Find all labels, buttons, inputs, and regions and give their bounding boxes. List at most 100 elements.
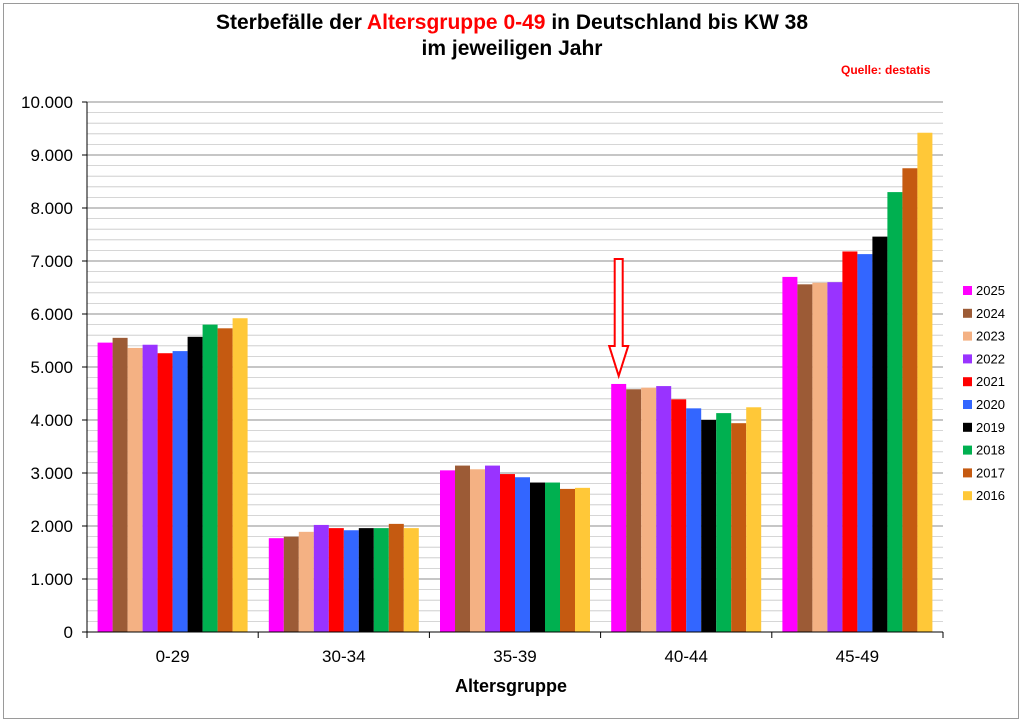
bar-30-34-2022	[313, 524, 329, 632]
bar-35-39-2017	[560, 488, 575, 632]
bar-35-39-2020	[515, 477, 530, 632]
bar-0-29-2023	[127, 347, 143, 632]
bar-30-34-2023	[298, 531, 314, 632]
x-axis-label: Altersgruppe	[455, 676, 567, 696]
bar-30-34-2019	[358, 528, 374, 632]
legend-label-2024: 2024	[976, 306, 1005, 321]
title-line2: im jeweiligen Jahr	[421, 37, 603, 60]
bar-35-39-2023	[470, 469, 485, 632]
y-tick-label: 7.000	[30, 252, 73, 271]
legend-swatch-2020	[963, 400, 972, 409]
legend-label-2017: 2017	[976, 465, 1005, 480]
bar-40-44-2022	[656, 386, 672, 632]
x-category-label: 35-39	[493, 647, 536, 666]
legend-label-2021: 2021	[976, 374, 1005, 389]
legend: 2025 2024 2023 2022 2021 2020 2019 2018 2017 2016	[963, 283, 1005, 503]
bar-40-44-2024	[626, 389, 642, 632]
title-line1-highlight: Altersgruppe 0-49	[366, 11, 546, 34]
title-line1-post: in Deutschland bis KW 38	[545, 11, 809, 34]
bar-45-49-2023	[812, 282, 828, 632]
legend-label-2025: 2025	[976, 283, 1005, 298]
bar-45-49-2018	[887, 192, 903, 632]
bar-45-49-2024	[797, 284, 813, 632]
y-tick-label: 6.000	[30, 305, 73, 324]
x-category-label: 30-34	[322, 647, 365, 666]
legend-label-2022: 2022	[976, 351, 1005, 366]
bar-40-44-2025	[611, 383, 627, 632]
bar-0-29-2021	[157, 353, 173, 632]
bar-0-29-2025	[97, 342, 113, 632]
y-tick-label: 3.000	[30, 464, 73, 483]
bar-40-44-2018	[716, 413, 732, 632]
bar-0-29-2016	[232, 318, 248, 632]
legend-swatch-2021	[963, 377, 972, 387]
x-category-label: 45-49	[836, 647, 879, 666]
legend-label-2023: 2023	[976, 329, 1005, 344]
legend-swatch-2022	[963, 354, 972, 364]
legend-swatch-2018	[963, 445, 972, 455]
bar-40-44-2017	[731, 423, 747, 632]
bar-45-49-2022	[827, 282, 843, 632]
bar-45-49-2017	[902, 168, 918, 632]
bar-0-29-2020	[172, 351, 188, 632]
y-tick-label: 4.000	[30, 411, 73, 430]
legend-swatch-2017	[963, 468, 972, 478]
y-tick-label: 5.000	[30, 358, 73, 377]
bar-35-39-2024	[455, 465, 470, 632]
bar-40-44-2019	[701, 420, 717, 632]
bar-45-49-2019	[872, 236, 888, 632]
bar-35-39-2021	[500, 474, 515, 632]
x-category-labels: 0-29 30-34 35-39 40-44 45-49	[156, 647, 880, 666]
legend-swatch-2023	[963, 331, 972, 341]
legend-swatch-2019	[963, 422, 972, 432]
bar-30-34-2020	[343, 530, 359, 632]
bar-35-39-2019	[530, 482, 545, 632]
y-tick-label: 0	[64, 623, 73, 642]
bar-30-34-2021	[328, 528, 344, 632]
y-tick-labels: 0 1.000 2.000 3.000 4.000 5.000 6.000 7.000 8.00…	[21, 93, 73, 642]
bar-30-34-2017	[388, 523, 404, 632]
bar-40-44-2016	[746, 407, 762, 632]
chart-title: Sterbefälle der Altersgruppe 0-49 in Deu…	[0, 10, 1024, 62]
bar-35-39-2022	[485, 465, 500, 632]
legend-swatch-2016	[963, 491, 972, 501]
legend-swatch-2025	[963, 286, 972, 295]
bar-30-34-2025	[268, 538, 284, 632]
bar-0-29-2022	[142, 344, 158, 632]
down-arrow-icon	[607, 257, 630, 380]
bar-30-34-2024	[283, 536, 299, 632]
bar-45-49-2021	[842, 251, 858, 632]
bar-45-49-2025	[782, 276, 798, 632]
x-category-label: 40-44	[664, 647, 707, 666]
annotation-arrow	[607, 257, 630, 380]
y-tick-label: 10.000	[21, 93, 73, 112]
bar-45-49-2016	[917, 132, 933, 633]
title-line1-pre: Sterbefälle der	[215, 11, 367, 34]
bar-35-39-2025	[440, 470, 455, 632]
bar-40-44-2020	[686, 408, 702, 632]
y-tick-label: 9.000	[30, 146, 73, 165]
bar-0-29-2017	[217, 328, 233, 632]
bar-45-49-2020	[857, 254, 873, 633]
source-note: Quelle: destatis	[841, 63, 931, 77]
bar-0-29-2018	[202, 324, 218, 632]
y-tick-label: 1.000	[30, 570, 73, 589]
x-category-label: 0-29	[156, 647, 190, 666]
legend-label-2019: 2019	[976, 420, 1005, 435]
bar-40-44-2021	[671, 399, 687, 632]
axes	[82, 101, 944, 638]
y-tick-label: 8.000	[30, 199, 73, 218]
bar-40-44-2023	[641, 387, 657, 632]
legend-swatch-2024	[963, 308, 972, 318]
legend-label-2016: 2016	[976, 488, 1005, 503]
legend-label-2018: 2018	[976, 443, 1005, 458]
bar-30-34-2016	[403, 528, 419, 632]
bar-0-29-2024	[112, 337, 128, 632]
bar-35-39-2016	[575, 487, 590, 632]
bar-0-29-2019	[187, 336, 203, 632]
legend-label-2020: 2020	[976, 397, 1005, 412]
bar-30-34-2018	[373, 528, 389, 632]
bars	[97, 132, 933, 633]
bar-35-39-2018	[545, 482, 560, 632]
